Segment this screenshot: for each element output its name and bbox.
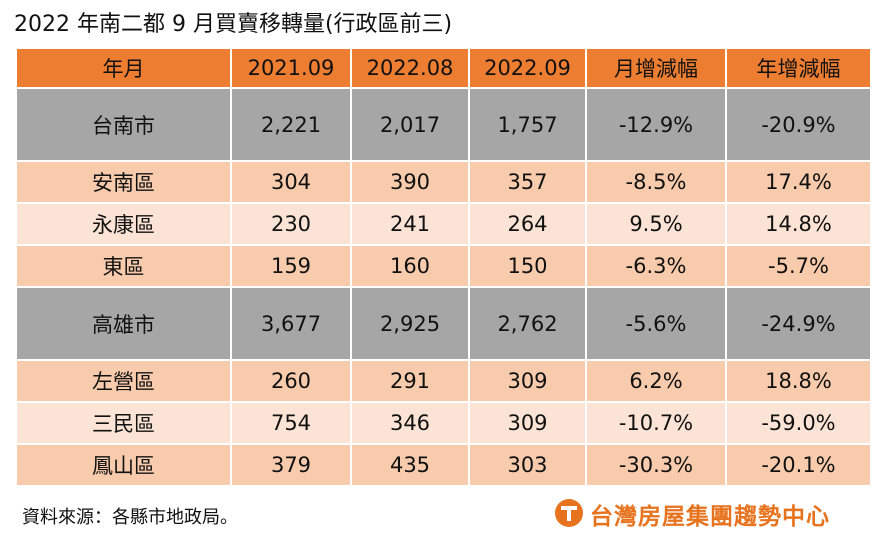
data-table: 年月 2021.09 2022.08 2022.09 月增減幅 年增減幅 台南市 2,221 2… — [15, 47, 872, 487]
table-cell: 高雄市 — [15, 286, 232, 361]
table-cell: 鳳山區 — [15, 443, 232, 487]
table-cell: 2,221 — [230, 87, 352, 162]
table-cell: 303 — [468, 443, 587, 487]
table-cell: 1,757 — [468, 87, 587, 162]
table-cell: 241 — [350, 202, 470, 246]
table-cell: 304 — [230, 160, 352, 204]
table-cell: -5.6% — [585, 286, 727, 361]
title: 2022 年南二都 9 月買賣移轉量(行政區前三) — [14, 12, 453, 37]
table-cell: 2,017 — [350, 87, 470, 162]
table-cell: 2021.09 — [230, 47, 352, 89]
table-row: 台南市 2,221 2,017 1,757 -12.9% -20.9% — [15, 87, 872, 162]
table-cell: 379 — [230, 443, 352, 487]
table-cell: -20.9% — [725, 87, 872, 162]
table-row: 三民區 754 346 309 -10.7% -59.0% — [15, 401, 872, 445]
table-row: 高雄市 3,677 2,925 2,762 -5.6% -24.9% — [15, 286, 872, 361]
table-cell: 435 — [350, 443, 470, 487]
table-cell: 264 — [468, 202, 587, 246]
table-cell: 150 — [468, 244, 587, 288]
table-cell: 三民區 — [15, 401, 232, 445]
table-cell: -30.3% — [585, 443, 727, 487]
table-cell: -5.7% — [725, 244, 872, 288]
table-cell: 2,925 — [350, 286, 470, 361]
table-cell: -8.5% — [585, 160, 727, 204]
table-cell: -10.7% — [585, 401, 727, 445]
table-cell: -20.1% — [725, 443, 872, 487]
table-cell: 18.8% — [725, 359, 872, 403]
table-cell: 309 — [468, 401, 587, 445]
table-cell: -6.3% — [585, 244, 727, 288]
table-cell: 390 — [350, 160, 470, 204]
brand-logo — [555, 499, 583, 527]
table-cell: 754 — [230, 401, 352, 445]
table-cell: 3,677 — [230, 286, 352, 361]
table-cell: 2022.08 — [350, 47, 470, 89]
table-cell: 2,762 — [468, 286, 587, 361]
table-cell: -24.9% — [725, 286, 872, 361]
table-cell: 357 — [468, 160, 587, 204]
table-cell: 年增減幅 — [725, 47, 872, 89]
table-cell: 291 — [350, 359, 470, 403]
table-cell: 永康區 — [15, 202, 232, 246]
table-cell: -12.9% — [585, 87, 727, 162]
table-cell: 2022.09 — [468, 47, 587, 89]
table-cell: 230 — [230, 202, 352, 246]
table-cell: 260 — [230, 359, 352, 403]
table-cell: 14.8% — [725, 202, 872, 246]
table-cell: 17.4% — [725, 160, 872, 204]
table-cell: 東區 — [15, 244, 232, 288]
brand-name: 台灣房屋集團趨勢中心 — [590, 504, 830, 530]
table-cell: 346 — [350, 401, 470, 445]
table-cell: 309 — [468, 359, 587, 403]
table-row: 永康區 230 241 264 9.5% 14.8% — [15, 202, 872, 246]
table-cell: 安南區 — [15, 160, 232, 204]
table-cell: -59.0% — [725, 401, 872, 445]
table-row: 鳳山區 379 435 303 -30.3% -20.1% — [15, 443, 872, 487]
table-row: 年月 2021.09 2022.08 2022.09 月增減幅 年增減幅 — [15, 47, 872, 89]
source-note: 資料來源：各縣市地政局。 — [22, 507, 238, 528]
table-cell: 160 — [350, 244, 470, 288]
table-cell: 月增減幅 — [585, 47, 727, 89]
table-cell: 左營區 — [15, 359, 232, 403]
table-cell: 159 — [230, 244, 352, 288]
table-row: 左營區 260 291 309 6.2% 18.8% — [15, 359, 872, 403]
table-cell: 9.5% — [585, 202, 727, 246]
table-row: 安南區 304 390 357 -8.5% 17.4% — [15, 160, 872, 204]
table-cell: 年月 — [15, 47, 232, 89]
table-row: 東區 159 160 150 -6.3% -5.7% — [15, 244, 872, 288]
table-cell: 台南市 — [15, 87, 232, 162]
table-cell: 6.2% — [585, 359, 727, 403]
